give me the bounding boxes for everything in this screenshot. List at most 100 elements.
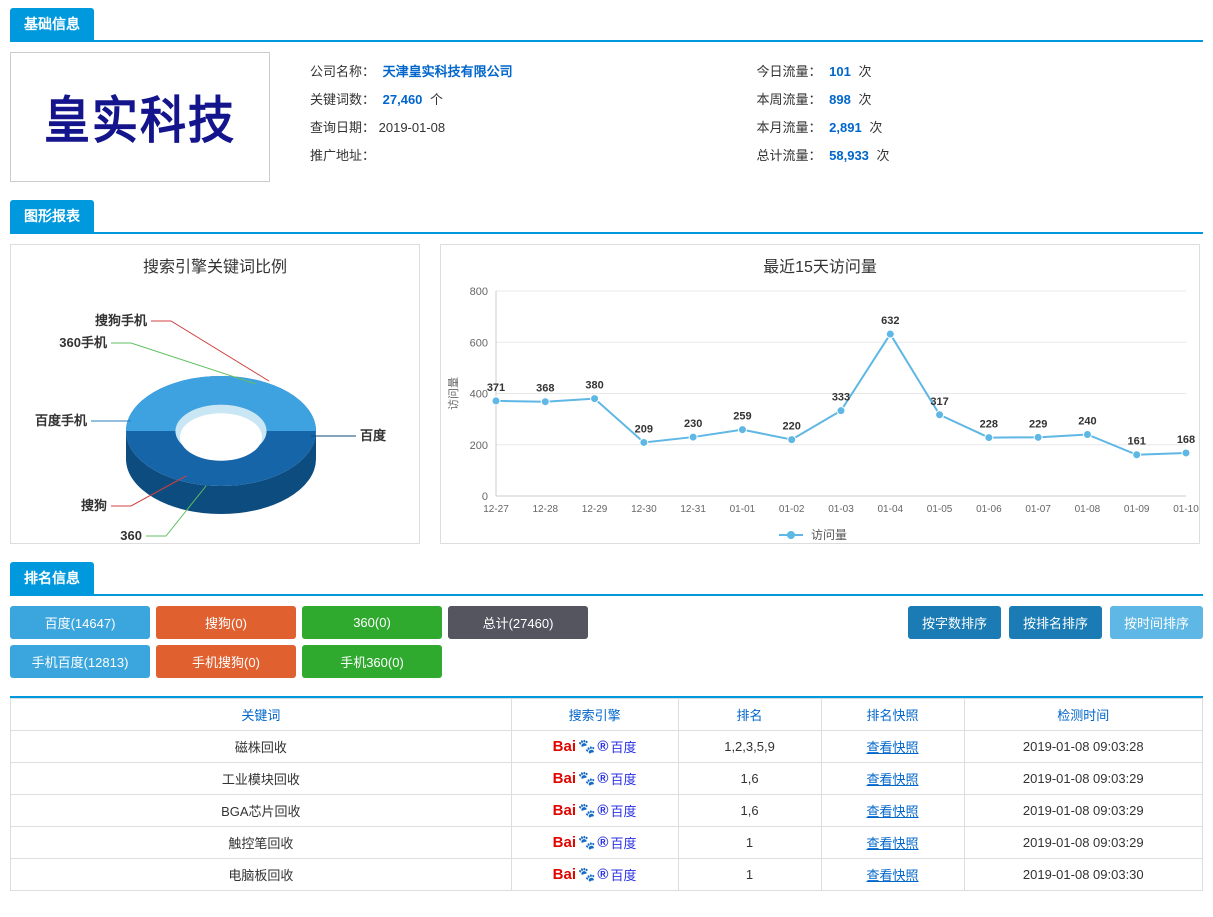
svg-text:368: 368 xyxy=(536,383,554,395)
cell-rank: 1,2,3,5,9 xyxy=(678,731,821,763)
cell-keyword: BGA芯片回收 xyxy=(11,795,512,827)
cell-engine: Bai🐾®百度 xyxy=(511,795,678,827)
svg-text:12-30: 12-30 xyxy=(631,504,657,515)
total-traffic-label: 总计流量： xyxy=(757,148,822,163)
line-chart: 0200400600800访问量12-2712-2812-2912-3012-3… xyxy=(441,281,1201,551)
filter-btn-mobile-2[interactable]: 手机360(0) xyxy=(302,645,442,678)
line-chart-title: 最近15天访问量 xyxy=(441,245,1199,281)
svg-text:01-06: 01-06 xyxy=(976,504,1002,515)
company-name-label: 公司名称： xyxy=(310,64,375,79)
week-traffic-label: 本周流量： xyxy=(757,92,822,107)
filter-btn-1[interactable]: 搜狗(0) xyxy=(156,606,296,639)
svg-text:01-10: 01-10 xyxy=(1173,504,1199,515)
svg-text:12-27: 12-27 xyxy=(483,504,509,515)
svg-text:0: 0 xyxy=(482,491,488,503)
cell-rank: 1 xyxy=(678,827,821,859)
filter-btn-2[interactable]: 360(0) xyxy=(302,606,442,639)
baidu-logo-icon: Bai🐾®百度 xyxy=(553,865,637,884)
company-name-value: 天津皇实科技有限公司 xyxy=(383,64,513,79)
month-traffic-unit: 次 xyxy=(869,120,882,135)
section-header-ranking: 排名信息 xyxy=(10,562,94,594)
snapshot-link[interactable]: 查看快照 xyxy=(867,804,919,819)
table-row: 电脑板回收Bai🐾®百度1查看快照2019-01-08 09:03:30 xyxy=(11,859,1203,891)
keyword-count-label: 关键词数： xyxy=(310,92,375,107)
svg-text:搜狗: 搜狗 xyxy=(81,498,107,513)
svg-text:317: 317 xyxy=(930,396,948,408)
total-traffic-value: 58,933 xyxy=(829,148,869,163)
svg-text:01-04: 01-04 xyxy=(877,504,903,515)
snapshot-link[interactable]: 查看快照 xyxy=(867,772,919,787)
svg-text:01-05: 01-05 xyxy=(927,504,953,515)
week-traffic-value: 898 xyxy=(829,92,851,107)
svg-text:600: 600 xyxy=(470,337,488,349)
svg-text:632: 632 xyxy=(881,315,899,327)
table-row: 磁株回收 Bai🐾®百度 1,2,3,5,9 查看快照 2019-01-08 09:03… xyxy=(11,731,1203,763)
svg-text:259: 259 xyxy=(733,411,751,423)
filter-btn-3[interactable]: 总计(27460) xyxy=(448,606,588,639)
cell-keyword: 工业模块回收 xyxy=(11,763,512,795)
snapshot-link[interactable]: 查看快照 xyxy=(867,868,919,883)
svg-text:220: 220 xyxy=(783,421,801,433)
cell-engine: Bai🐾®百度 xyxy=(511,731,678,763)
section-header-charts: 图形报表 xyxy=(10,200,94,232)
today-traffic-unit: 次 xyxy=(858,64,871,79)
svg-text:01-02: 01-02 xyxy=(779,504,805,515)
svg-text:12-28: 12-28 xyxy=(532,504,558,515)
pie-chart-box: 搜索引擎关键词比例 搜狗手机360手机百度手机搜狗360百度 xyxy=(10,244,420,544)
sort-btn-0[interactable]: 按字数排序 xyxy=(908,606,1001,639)
table-header-4: 检测时间 xyxy=(964,699,1202,731)
keyword-count-unit: 个 xyxy=(430,92,443,107)
query-date-value: 2019-01-08 xyxy=(379,120,446,135)
line-chart-box: 最近15天访问量 0200400600800访问量12-2712-2812-29… xyxy=(440,244,1200,544)
svg-text:229: 229 xyxy=(1029,418,1047,430)
svg-text:161: 161 xyxy=(1128,436,1146,448)
cell-rank: 1 xyxy=(678,859,821,891)
svg-text:380: 380 xyxy=(585,380,603,392)
table-row: 触控笔回收Bai🐾®百度1查看快照2019-01-08 09:03:29 xyxy=(11,827,1203,859)
pie-chart-title: 搜索引擎关键词比例 xyxy=(11,245,419,281)
baidu-logo-icon: Bai🐾®百度 xyxy=(553,737,637,756)
today-traffic-label: 今日流量： xyxy=(757,64,822,79)
svg-text:百度手机: 百度手机 xyxy=(35,413,87,428)
svg-text:168: 168 xyxy=(1177,434,1195,446)
table-row: BGA芯片回收Bai🐾®百度1,6查看快照2019-01-08 09:03:29 xyxy=(11,795,1203,827)
svg-text:01-09: 01-09 xyxy=(1124,504,1150,515)
baidu-logo-icon: Bai🐾®百度 xyxy=(553,833,637,852)
cell-engine: Bai🐾®百度 xyxy=(511,763,678,795)
cell-keyword: 磁株回收 xyxy=(11,731,512,763)
svg-text:访问量: 访问量 xyxy=(811,528,847,542)
svg-text:01-07: 01-07 xyxy=(1025,504,1051,515)
svg-text:200: 200 xyxy=(470,440,488,452)
cell-keyword: 电脑板回收 xyxy=(11,859,512,891)
pie-chart: 搜狗手机360手机百度手机搜狗360百度 xyxy=(11,281,421,551)
sort-btn-2[interactable]: 按时间排序 xyxy=(1110,606,1203,639)
month-traffic-label: 本月流量： xyxy=(757,120,822,135)
baidu-logo-icon: Bai🐾®百度 xyxy=(553,769,637,788)
svg-text:400: 400 xyxy=(470,389,488,401)
sort-btn-1[interactable]: 按排名排序 xyxy=(1009,606,1102,639)
logo-text: 皇实科技 xyxy=(44,81,236,154)
company-logo: 皇实科技 xyxy=(10,52,270,182)
svg-text:01-01: 01-01 xyxy=(730,504,756,515)
filter-btn-mobile-0[interactable]: 手机百度(12813) xyxy=(10,645,150,678)
today-traffic-value: 101 xyxy=(829,64,851,79)
keyword-count-value: 27,460 xyxy=(383,92,423,107)
table-header-0: 关键词 xyxy=(11,699,512,731)
svg-text:01-03: 01-03 xyxy=(828,504,854,515)
cell-rank: 1,6 xyxy=(678,763,821,795)
ranking-table: 关键词搜索引擎排名排名快照检测时间 磁株回收Bai🐾®百度1,2,3,5,9查看… xyxy=(10,698,1203,891)
svg-text:228: 228 xyxy=(980,419,998,431)
total-traffic-unit: 次 xyxy=(877,148,890,163)
filter-btn-0[interactable]: 百度(14647) xyxy=(10,606,150,639)
snapshot-link[interactable]: 查看快照 xyxy=(867,836,919,851)
filter-btn-mobile-1[interactable]: 手机搜狗(0) xyxy=(156,645,296,678)
cell-time: 2019-01-08 09:03:28 xyxy=(964,731,1202,763)
cell-engine: Bai🐾®百度 xyxy=(511,827,678,859)
svg-text:搜狗手机: 搜狗手机 xyxy=(95,313,147,328)
snapshot-link[interactable]: 查看快照 xyxy=(867,740,919,755)
svg-text:12-29: 12-29 xyxy=(582,504,608,515)
query-date-label: 查询日期： xyxy=(310,120,375,135)
svg-text:371: 371 xyxy=(487,382,505,394)
table-header-1: 搜索引擎 xyxy=(511,699,678,731)
svg-text:333: 333 xyxy=(832,392,850,404)
